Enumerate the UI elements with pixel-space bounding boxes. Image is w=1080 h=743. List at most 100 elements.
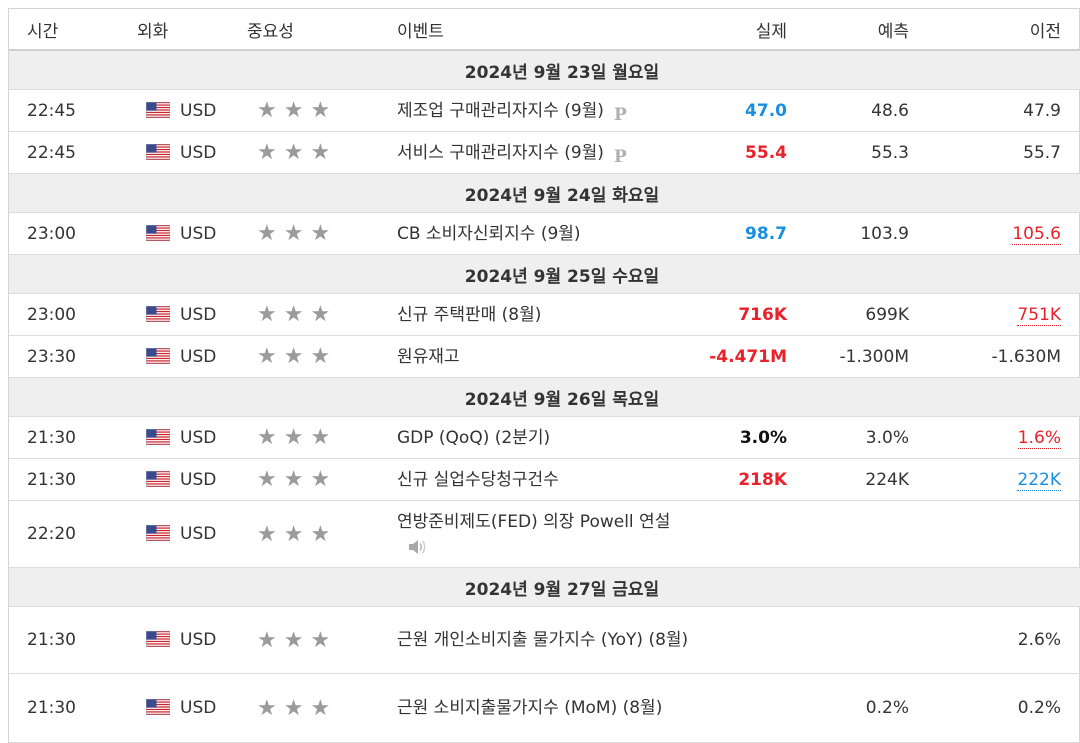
calendar-table: 시간 외화 중요성 이벤트 실제 예측 이전 2024년 9월 23일 월요일 2… [9, 8, 1080, 743]
event-name[interactable]: GDP (QoQ) (2분기) [397, 427, 551, 448]
event-name-cell: CB 소비자신뢰지수 (9월) [392, 212, 697, 255]
star-icon: ★ [257, 521, 277, 547]
event-time: 22:20 [9, 500, 137, 568]
event-name[interactable]: 신규 주택판매 (8월) [397, 304, 542, 325]
previous-value[interactable]: 751K [1017, 304, 1061, 326]
event-name[interactable]: 연방준비제도(FED) 의장 Powell 연설 [397, 512, 671, 532]
event-row[interactable]: 23:30 USD ★ ★ ★ 원유재고 -4.471M -1.300M -1.630M [9, 335, 1080, 378]
header-importance[interactable]: 중요성 [247, 8, 392, 51]
date-row: 2024년 9월 25일 수요일 [9, 254, 1080, 294]
star-icon: ★ [257, 425, 277, 450]
event-time: 23:00 [9, 293, 137, 336]
event-actual: 47.0 [697, 89, 799, 132]
event-importance: ★ ★ ★ [247, 131, 392, 174]
event-previous: 105.6 [921, 212, 1080, 255]
event-forecast: 224K [799, 458, 921, 501]
star-icon: ★ [310, 140, 331, 165]
event-row[interactable]: 22:20 USD ★ ★ ★ 연방준비제도(FED) 의장 Powell 연설 [9, 500, 1080, 568]
event-name-cell: 제조업 구매관리자지수 (9월) P [392, 89, 697, 132]
event-previous: 222K [921, 458, 1080, 501]
event-row[interactable]: 23:00 USD ★ ★ ★ 신규 주택판매 (8월) 716K 699K 751K [9, 293, 1080, 336]
event-name[interactable]: 제조업 구매관리자지수 (9월) [397, 100, 604, 121]
event-row[interactable]: 23:00 USD ★ ★ ★ CB 소비자신뢰지수 (9월) 98.7 103.9 105.6 [9, 212, 1080, 255]
previous-value[interactable]: 105.6 [1012, 223, 1061, 245]
event-name-cell: GDP (QoQ) (2분기) [392, 416, 697, 459]
event-name-cell: 연방준비제도(FED) 의장 Powell 연설 [392, 500, 697, 568]
event-name[interactable]: CB 소비자신뢰지수 (9월) [397, 223, 581, 244]
header-time[interactable]: 시간 [9, 8, 137, 51]
currency-code: USD [180, 223, 217, 244]
date-label: 2024년 9월 23일 월요일 [9, 50, 1080, 90]
star-icon: ★ [310, 344, 331, 369]
event-name[interactable]: 원유재고 [397, 346, 460, 367]
importance-stars: ★ ★ ★ [257, 697, 337, 720]
event-name[interactable]: 근원 소비지출물가지수 (MoM) (8월) [397, 698, 663, 718]
currency-code: USD [180, 100, 217, 121]
date-label: 2024년 9월 26일 목요일 [9, 377, 1080, 417]
header-event[interactable]: 이벤트 [392, 8, 697, 51]
event-previous: 0.2% [921, 673, 1080, 743]
importance-stars: ★ ★ ★ [257, 629, 337, 652]
header-previous[interactable]: 이전 [921, 8, 1080, 51]
event-row[interactable]: 21:30 USD ★ ★ ★ 근원 개인소비지출 물가지수 (YoY) (8월) 2.6% [9, 606, 1080, 674]
us-flag-icon [145, 630, 171, 648]
date-label: 2024년 9월 25일 수요일 [9, 254, 1080, 294]
event-forecast [799, 500, 921, 568]
event-actual: 98.7 [697, 212, 799, 255]
star-icon: ★ [257, 695, 277, 721]
event-forecast: 3.0% [799, 416, 921, 459]
event-previous [921, 500, 1080, 568]
event-row[interactable]: 21:30 USD ★ ★ ★ 근원 소비지출물가지수 (MoM) (8월) 0.2% 0.2… [9, 673, 1080, 743]
forecast-value: 224K [865, 469, 909, 490]
p-badge-icon[interactable]: P [613, 146, 627, 167]
currency-code: USD [180, 698, 217, 718]
event-name[interactable]: 신규 실업수당청구건수 [397, 469, 559, 490]
header-forecast[interactable]: 예측 [799, 8, 921, 51]
star-icon: ★ [310, 695, 331, 721]
previous-value: -1.630M [991, 346, 1061, 367]
currency-code: USD [180, 304, 217, 325]
event-time: 21:30 [9, 673, 137, 743]
currency-code: USD [180, 346, 217, 367]
event-row[interactable]: 22:45 USD ★ ★ ★ 제조업 구매관리자지수 (9월) P 47.0 48.6 47.9 [9, 89, 1080, 132]
importance-stars: ★ ★ ★ [257, 99, 337, 122]
event-currency: USD [137, 416, 247, 459]
event-currency: USD [137, 293, 247, 336]
currency-code: USD [180, 469, 217, 490]
previous-value: 0.2% [1017, 698, 1061, 718]
us-flag-icon [145, 524, 171, 542]
event-name[interactable]: 서비스 구매관리자지수 (9월) [397, 142, 604, 163]
event-time: 22:45 [9, 131, 137, 174]
forecast-value: 0.2% [865, 698, 909, 718]
star-icon: ★ [283, 221, 304, 246]
event-actual: 55.4 [697, 131, 799, 174]
event-row[interactable]: 22:45 USD ★ ★ ★ 서비스 구매관리자지수 (9월) P 55.4 55.3 55.7 [9, 131, 1080, 174]
importance-stars: ★ ★ ★ [257, 141, 337, 164]
event-previous: 47.9 [921, 89, 1080, 132]
currency-code: USD [180, 630, 217, 650]
header-actual[interactable]: 실제 [697, 8, 799, 51]
event-currency: USD [137, 458, 247, 501]
event-time: 21:30 [9, 416, 137, 459]
event-row[interactable]: 21:30 USD ★ ★ ★ 신규 실업수당청구건수 218K 224K 222K [9, 458, 1080, 501]
actual-value: 47.0 [745, 100, 787, 121]
event-importance: ★ ★ ★ [247, 458, 392, 501]
forecast-value: 699K [865, 304, 909, 325]
calendar-body: 2024년 9월 23일 월요일 22:45 USD ★ ★ ★ 제조업 구매관리자지수 (… [9, 50, 1080, 743]
event-importance: ★ ★ ★ [247, 212, 392, 255]
event-actual [697, 673, 799, 743]
event-importance: ★ ★ ★ [247, 606, 392, 674]
event-previous: 2.6% [921, 606, 1080, 674]
previous-value[interactable]: 1.6% [1017, 427, 1061, 449]
event-name-cell: 신규 주택판매 (8월) [392, 293, 697, 336]
speaker-icon[interactable] [407, 538, 427, 561]
us-flag-icon [145, 698, 171, 716]
event-row[interactable]: 21:30 USD ★ ★ ★ GDP (QoQ) (2분기) 3.0% 3.0% 1.6% [9, 416, 1080, 459]
event-name[interactable]: 근원 개인소비지출 물가지수 (YoY) (8월) [397, 630, 689, 650]
event-time: 23:30 [9, 335, 137, 378]
star-icon: ★ [257, 302, 277, 327]
p-badge-icon[interactable]: P [613, 104, 627, 125]
actual-value: 218K [738, 469, 787, 490]
previous-value[interactable]: 222K [1017, 469, 1061, 491]
header-currency[interactable]: 외화 [137, 8, 247, 51]
